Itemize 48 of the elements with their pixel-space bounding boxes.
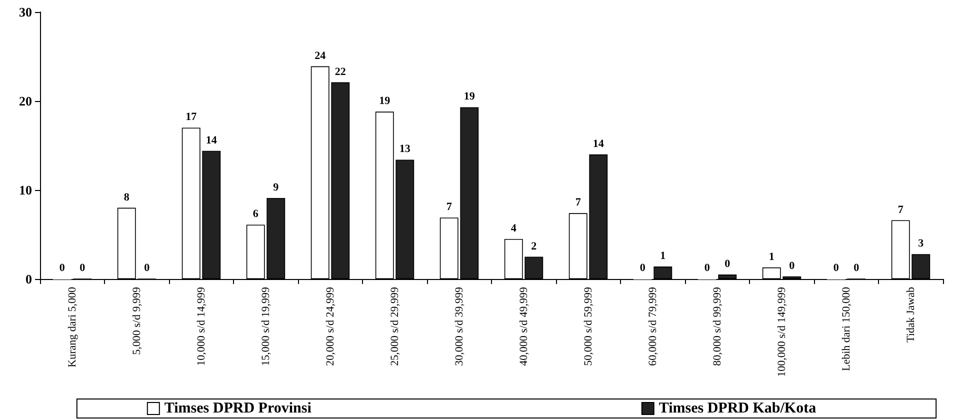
x-tick-label: 25,000 s/d 29,999 [388,286,401,366]
data-label: 14 [592,138,604,150]
data-label: 14 [206,134,218,146]
data-label: 0 [80,262,86,274]
x-tick-label: 80,000 s/d 99,999 [711,286,724,366]
data-label: 0 [854,262,860,274]
x-tick-label: Tidak Jawab [904,286,917,343]
data-label: 0 [59,262,66,274]
data-label: 19 [379,95,391,108]
data-label: 4 [510,222,517,234]
y-tick-label: 0 [26,272,32,286]
data-label: 2 [531,240,538,252]
data-label: 1 [660,250,666,262]
x-tick-label: 60,000 s/d 79,999 [646,286,659,366]
x-tick-label: 40,000 s/d 49,999 [518,286,530,366]
data-label: 7 [446,201,452,214]
data-label: 6 [252,208,259,220]
y-tick-label: 20 [19,94,32,108]
x-tick-label: 50,000 s/d 59,999 [582,286,594,366]
x-tick-label: Lebih dari 150,000 [840,286,852,372]
data-label: 13 [399,143,411,156]
data-label: 8 [124,191,130,204]
data-label: 1 [768,250,774,263]
x-tick-label: 15,000 s/d 19,999 [260,286,272,366]
x-tick-label: Kurang dari 5,000 [66,286,78,368]
data-label: 7 [898,204,904,216]
data-label: 0 [704,262,710,274]
legend-label: Timses DPRD Kab/Kota [658,400,817,416]
x-tick-label: 5,000 s/d 9,999 [130,286,143,355]
data-label: 0 [789,260,796,272]
x-tick-label: 10,000 s/d 14,999 [195,286,208,366]
data-label: 0 [724,258,731,270]
data-label: 9 [273,182,280,194]
data-label: 24 [314,50,326,62]
data-label: 0 [833,262,840,274]
x-tick-label: 20,000 s/d 24,999 [324,286,336,366]
data-label: 3 [918,238,924,250]
data-label: 7 [575,196,582,209]
y-tick-label: 10 [19,182,32,198]
data-label: 19 [464,90,476,103]
legend-label: Timses DPRD Provinsi [164,400,312,416]
data-label: 17 [186,111,198,124]
x-tick-label: 100,000 s/d 149,999 [776,286,788,377]
data-label: 0 [144,262,150,274]
x-tick-label: 30,000 s/d 39,999 [453,286,466,366]
y-tick-label: 30 [19,4,32,20]
data-label: 22 [334,66,346,78]
data-label: 0 [640,262,646,274]
